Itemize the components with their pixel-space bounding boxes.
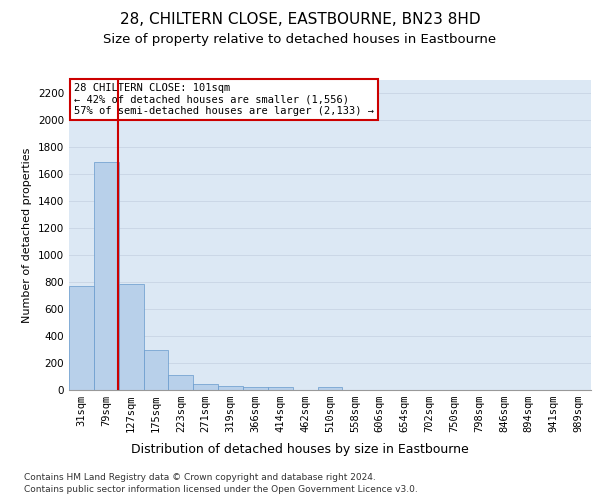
- Bar: [243, 386, 268, 390]
- Bar: [119, 284, 143, 390]
- Bar: [143, 350, 169, 390]
- Bar: [317, 388, 343, 390]
- Bar: [193, 384, 218, 390]
- Text: 28 CHILTERN CLOSE: 101sqm
← 42% of detached houses are smaller (1,556)
57% of se: 28 CHILTERN CLOSE: 101sqm ← 42% of detac…: [74, 83, 374, 116]
- Bar: [268, 388, 293, 390]
- Bar: [218, 386, 243, 390]
- Bar: [94, 162, 119, 390]
- Text: Distribution of detached houses by size in Eastbourne: Distribution of detached houses by size …: [131, 442, 469, 456]
- Bar: [169, 375, 193, 390]
- Text: 28, CHILTERN CLOSE, EASTBOURNE, BN23 8HD: 28, CHILTERN CLOSE, EASTBOURNE, BN23 8HD: [119, 12, 481, 28]
- Bar: [69, 286, 94, 390]
- Text: Contains HM Land Registry data © Crown copyright and database right 2024.: Contains HM Land Registry data © Crown c…: [24, 472, 376, 482]
- Text: Size of property relative to detached houses in Eastbourne: Size of property relative to detached ho…: [103, 32, 497, 46]
- Text: Contains public sector information licensed under the Open Government Licence v3: Contains public sector information licen…: [24, 485, 418, 494]
- Y-axis label: Number of detached properties: Number of detached properties: [22, 148, 32, 322]
